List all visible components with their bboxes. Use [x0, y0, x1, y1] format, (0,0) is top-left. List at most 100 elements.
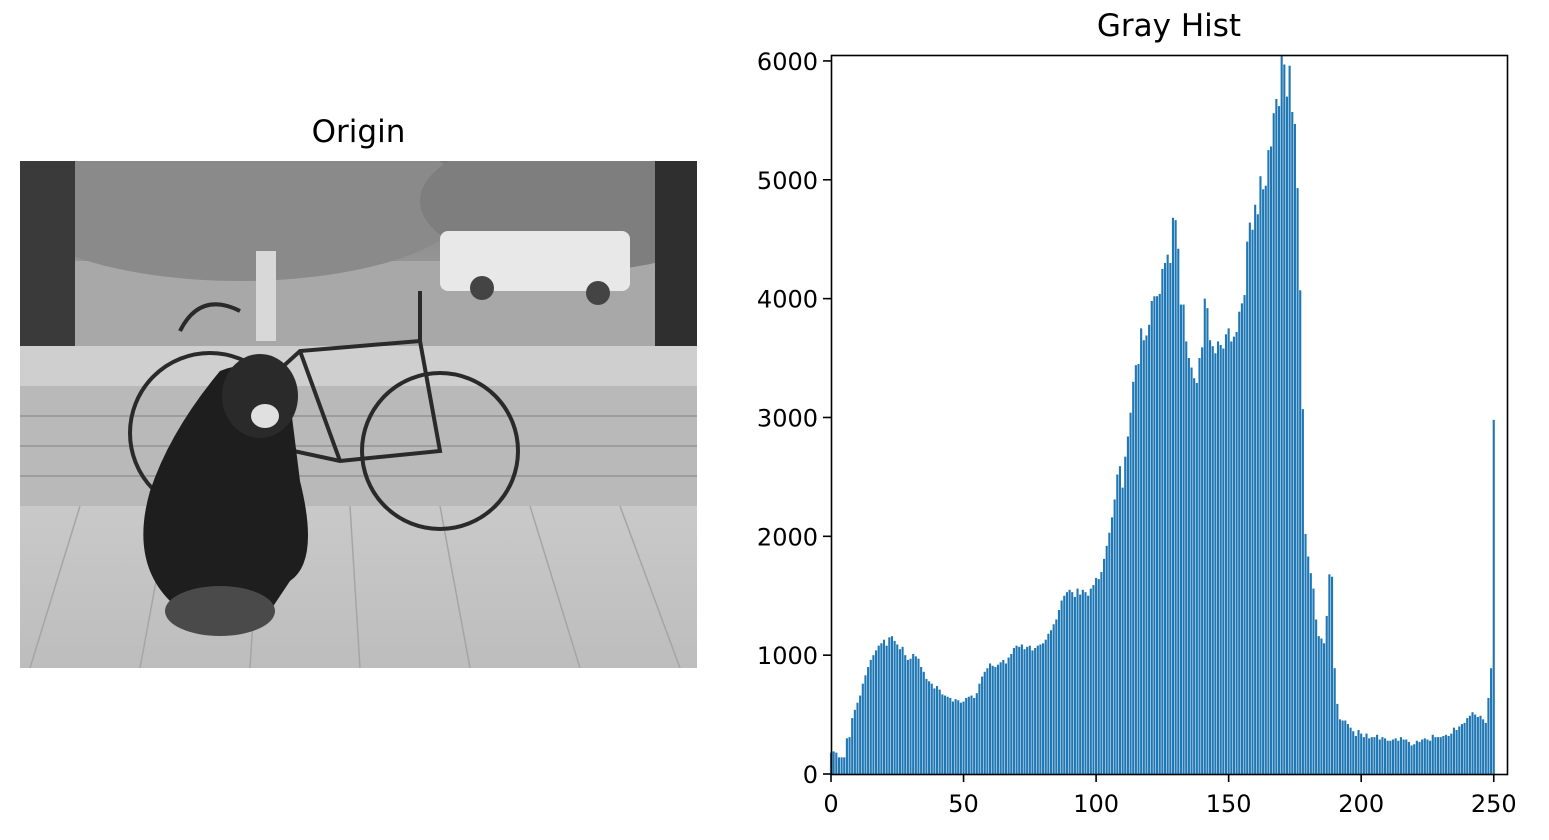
histogram-bar [888, 637, 891, 774]
histogram-bar [843, 757, 846, 774]
histogram-bar [1002, 659, 1005, 774]
histogram-bar [1129, 412, 1132, 774]
histogram-bar [1270, 146, 1273, 774]
histogram-bar [1381, 737, 1384, 774]
histogram-bar [1407, 741, 1410, 774]
histogram-bar [1216, 341, 1220, 774]
histogram-bar [1132, 381, 1135, 774]
histogram-bar [973, 697, 976, 774]
histogram-bar [856, 702, 859, 774]
histogram-bar [978, 683, 981, 774]
histogram-bar [851, 718, 854, 774]
histogram-bar [989, 663, 992, 774]
histogram-bar [1312, 588, 1315, 774]
histogram-bar [1195, 383, 1198, 774]
histogram-bar [920, 667, 923, 774]
histogram-bar [1391, 739, 1395, 774]
x-axis-ticks: 0 50 100 150 200 250 [823, 774, 1517, 818]
histogram-bar [845, 738, 848, 774]
histogram-bar [1336, 703, 1339, 774]
histogram-bar [1163, 262, 1167, 774]
histogram-bar [1042, 643, 1045, 774]
histogram-bar [1182, 304, 1185, 774]
histogram-bar [1487, 697, 1490, 774]
histogram-bar [1049, 630, 1053, 774]
histogram-bar [1421, 739, 1424, 774]
histogram-bar [1452, 727, 1456, 774]
histogram-bar [901, 646, 904, 774]
histogram-bar [859, 695, 862, 774]
histogram-bar [882, 639, 886, 774]
histogram-bar [1476, 716, 1479, 774]
histogram-bar [1450, 733, 1453, 774]
histogram-bar [1079, 594, 1082, 774]
x-tick-label: 100 [1073, 790, 1119, 818]
histogram-bar [1227, 328, 1230, 774]
histogram-bar [869, 659, 872, 774]
x-tick-label: 150 [1206, 790, 1252, 818]
histogram-bar [1439, 737, 1442, 774]
histogram-bar [1468, 715, 1471, 774]
histogram-bar [1386, 740, 1389, 774]
histogram-bar [1254, 204, 1257, 775]
histogram-bar [949, 697, 952, 774]
histogram-bar [1248, 222, 1251, 774]
histogram-bar [1065, 592, 1068, 774]
histogram-bar [1288, 65, 1291, 774]
histogram-bar [1373, 737, 1376, 774]
histogram-bar [1394, 738, 1397, 774]
histogram-bar [1283, 64, 1286, 774]
histogram-bar [1402, 739, 1405, 774]
histogram-bar [867, 667, 870, 774]
histogram-bar [1039, 644, 1042, 774]
histogram-bar [1277, 106, 1281, 775]
histogram-bar [1153, 296, 1156, 774]
histogram-bar [1187, 358, 1190, 774]
histogram-bar [1071, 592, 1074, 774]
histogram-bar [848, 737, 851, 774]
histogram-bar [1110, 517, 1114, 774]
histogram-bar [1209, 340, 1212, 774]
histogram-bar [983, 671, 986, 774]
histogram-bar [991, 665, 994, 774]
histogram-bar [1309, 573, 1312, 774]
histogram-bar [1323, 643, 1326, 774]
histogram-bar [925, 678, 928, 774]
histogram-bar [959, 702, 962, 774]
histogram-bar [1389, 740, 1392, 774]
histogram-bar [1047, 633, 1050, 774]
y-tick-label: 4000 [757, 286, 818, 314]
histogram-bar [1357, 730, 1360, 774]
histogram-bar [1466, 718, 1469, 774]
histogram-bar [1437, 737, 1440, 774]
histogram-bar [1349, 727, 1352, 774]
histogram-bar [938, 689, 941, 774]
histogram-bar [1291, 112, 1294, 775]
histogram-bar [1036, 645, 1039, 774]
histogram-bar [994, 667, 997, 774]
histogram-bar [1251, 229, 1254, 774]
histogram-bar [1264, 185, 1267, 775]
histogram-bar [1423, 738, 1426, 774]
histogram-bar [1320, 638, 1323, 774]
origin-image-title: Origin [311, 114, 406, 150]
y-axis-ticks: 0 1000 2000 3000 4000 5000 6000 [757, 48, 831, 789]
histogram-bar [1360, 733, 1363, 774]
histogram-bar [1148, 324, 1151, 774]
histogram-bar [1315, 619, 1318, 774]
histogram-bar [1126, 436, 1129, 774]
histogram-bar [1256, 214, 1259, 774]
histogram-bar [1145, 335, 1148, 774]
histogram-bar [1052, 624, 1055, 774]
histogram-bar [1267, 150, 1270, 774]
histogram-bar [1458, 726, 1461, 774]
histogram-bar [1431, 734, 1434, 774]
chart-title: Gray Hist [1096, 8, 1242, 44]
histogram-bar [965, 697, 968, 774]
histogram-bar [946, 696, 949, 774]
histogram-bar [1171, 217, 1175, 774]
histogram-bar [941, 694, 944, 774]
histogram-bar [840, 757, 843, 774]
histogram-bar [1479, 715, 1482, 774]
histogram-bar [1230, 341, 1233, 774]
